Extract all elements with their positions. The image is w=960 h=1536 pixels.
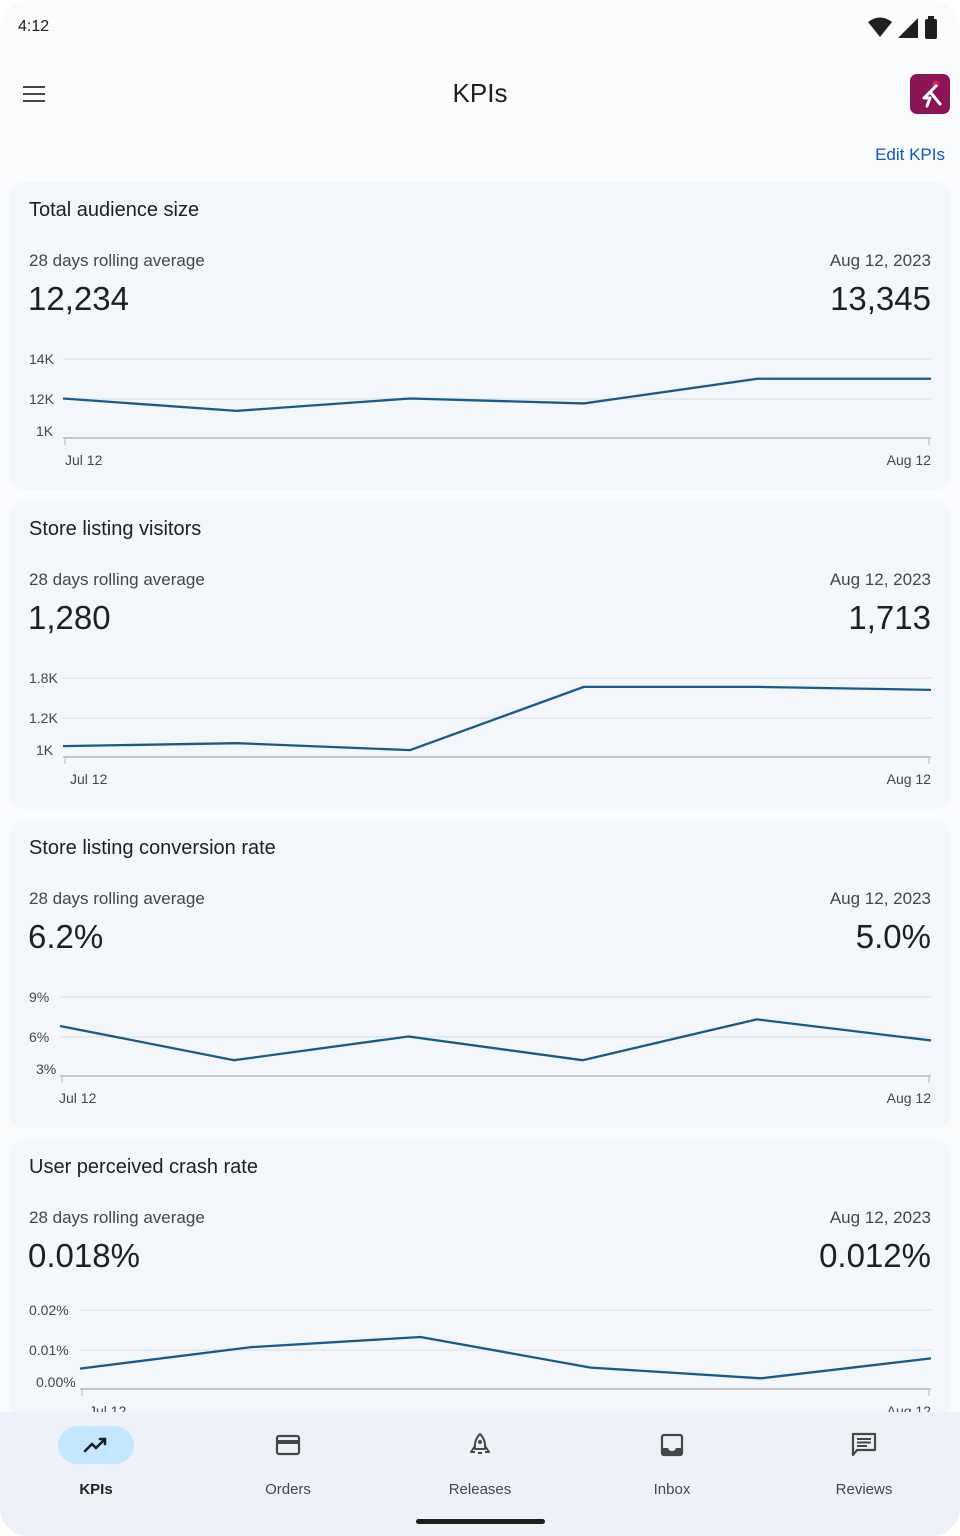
reviews-icon: [851, 1432, 877, 1457]
card-average-value: 6.2%: [28, 918, 104, 955]
card-current-value: 0.012%: [819, 1237, 931, 1274]
y-tick-label: 6%: [29, 1029, 49, 1045]
card-title: Store listing conversion rate: [29, 837, 276, 859]
card-date: Aug 12, 2023: [829, 251, 931, 270]
kpi-card-visitors[interactable]: Store listing visitors 28 days rolling a…: [10, 501, 950, 809]
nav-indicator: [58, 1426, 134, 1464]
trending-icon: [83, 1437, 107, 1453]
y-tick-label: 1.8K: [29, 670, 58, 686]
y-tick-label: 0.00%: [36, 1374, 76, 1390]
series-line: [79, 1335, 932, 1380]
y-tick-label: 0.02%: [29, 1302, 69, 1318]
page-title: KPIs: [452, 78, 508, 108]
inbox-icon: [660, 1433, 684, 1457]
kpi-card-conversion[interactable]: Store listing conversion rate 28 days ro…: [10, 820, 950, 1128]
status-time: 4:12: [18, 18, 50, 35]
kpi-card-audience[interactable]: Total audience size 28 days rolling aver…: [10, 182, 950, 490]
credit-card-icon: [275, 1434, 301, 1456]
nav-label: Orders: [265, 1481, 311, 1498]
nav-indicator: [634, 1426, 710, 1464]
rocket-icon: [470, 1433, 490, 1454]
x-tick-label: Jul 12: [59, 1090, 97, 1106]
series-line: [62, 685, 932, 752]
line-chart: 14K 12K 1K Jul 12 Aug 12: [29, 351, 932, 468]
y-tick-label: 12K: [29, 391, 55, 407]
y-tick-label: 1K: [36, 423, 54, 439]
card-title: Total audience size: [29, 199, 200, 221]
card-subtitle: 28 days rolling average: [29, 889, 205, 908]
y-tick-label: 9%: [29, 989, 49, 1005]
y-tick-label: 3%: [36, 1061, 56, 1077]
line-chart: 1.8K 1.2K 1K Jul 12 Aug 12: [29, 670, 932, 787]
wifi-icon: [868, 17, 892, 37]
card-subtitle: 28 days rolling average: [29, 251, 205, 270]
card-title: User perceived crash rate: [29, 1156, 258, 1178]
card-current-value: 5.0%: [855, 918, 931, 955]
battery-icon: [925, 16, 937, 39]
x-tick-label: Jul 12: [65, 452, 103, 468]
card-date: Aug 12, 2023: [829, 570, 931, 589]
card-average-value: 1,280: [28, 599, 111, 636]
status-bar: 4:12: [0, 0, 960, 54]
series-line: [62, 377, 931, 412]
menu-icon: [23, 86, 45, 102]
y-tick-label: 14K: [29, 351, 55, 367]
app-logo-icon: [922, 80, 942, 108]
series-line: [59, 1018, 932, 1062]
x-tick-label: Aug 12: [887, 452, 932, 468]
app-avatar[interactable]: [910, 74, 950, 114]
card-current-value: 1,713: [848, 599, 931, 636]
nav-label: Inbox: [653, 1481, 691, 1498]
card-current-value: 13,345: [830, 280, 931, 317]
card-subtitle: 28 days rolling average: [29, 570, 205, 589]
bottom-navigation: KPIs Orders Releases Inbox Reviews: [0, 1412, 960, 1536]
nav-item-inbox[interactable]: Inbox: [576, 1426, 768, 1506]
nav-item-kpis[interactable]: KPIs: [0, 1426, 192, 1506]
line-chart: 0.02%0.01%0.00%Jul 12 Aug 12: [29, 1302, 932, 1419]
nav-label: Releases: [448, 1481, 512, 1498]
nav-item-orders[interactable]: Orders: [192, 1426, 384, 1506]
card-date: Aug 12, 2023: [829, 1208, 931, 1227]
line-chart: 9% 6% 3%Jul 12 Aug 12: [29, 989, 932, 1106]
nav-indicator: [250, 1426, 326, 1464]
nav-label: KPIs: [79, 1481, 113, 1498]
x-tick-label: Jul 12: [70, 771, 108, 787]
y-tick-label: 0.01%: [29, 1342, 69, 1358]
x-tick-label: Aug 12: [887, 771, 932, 787]
card-title: Store listing visitors: [29, 518, 202, 540]
card-average-value: 12,234: [28, 280, 129, 317]
edit-kpis-link[interactable]: Edit KPIs: [875, 145, 945, 164]
nav-item-releases[interactable]: Releases: [384, 1426, 576, 1506]
status-icons: [868, 16, 938, 40]
y-tick-label: 1.2K: [29, 710, 58, 726]
menu-button[interactable]: [14, 74, 54, 114]
home-indicator[interactable]: [416, 1519, 545, 1524]
nav-indicator: [442, 1426, 518, 1464]
signal-icon: [898, 18, 918, 38]
y-tick-label: 1K: [36, 742, 54, 758]
top-app-bar: KPIs: [0, 54, 960, 134]
card-average-value: 0.018%: [28, 1237, 140, 1274]
kpi-card-crash-rate[interactable]: User perceived crash rate 28 days rollin…: [10, 1139, 950, 1447]
nav-indicator: [826, 1426, 902, 1464]
nav-item-reviews[interactable]: Reviews: [768, 1426, 960, 1506]
card-date: Aug 12, 2023: [829, 889, 931, 908]
nav-label: Reviews: [835, 1481, 893, 1498]
x-tick-label: Aug 12: [887, 1090, 932, 1106]
card-subtitle: 28 days rolling average: [29, 1208, 205, 1227]
